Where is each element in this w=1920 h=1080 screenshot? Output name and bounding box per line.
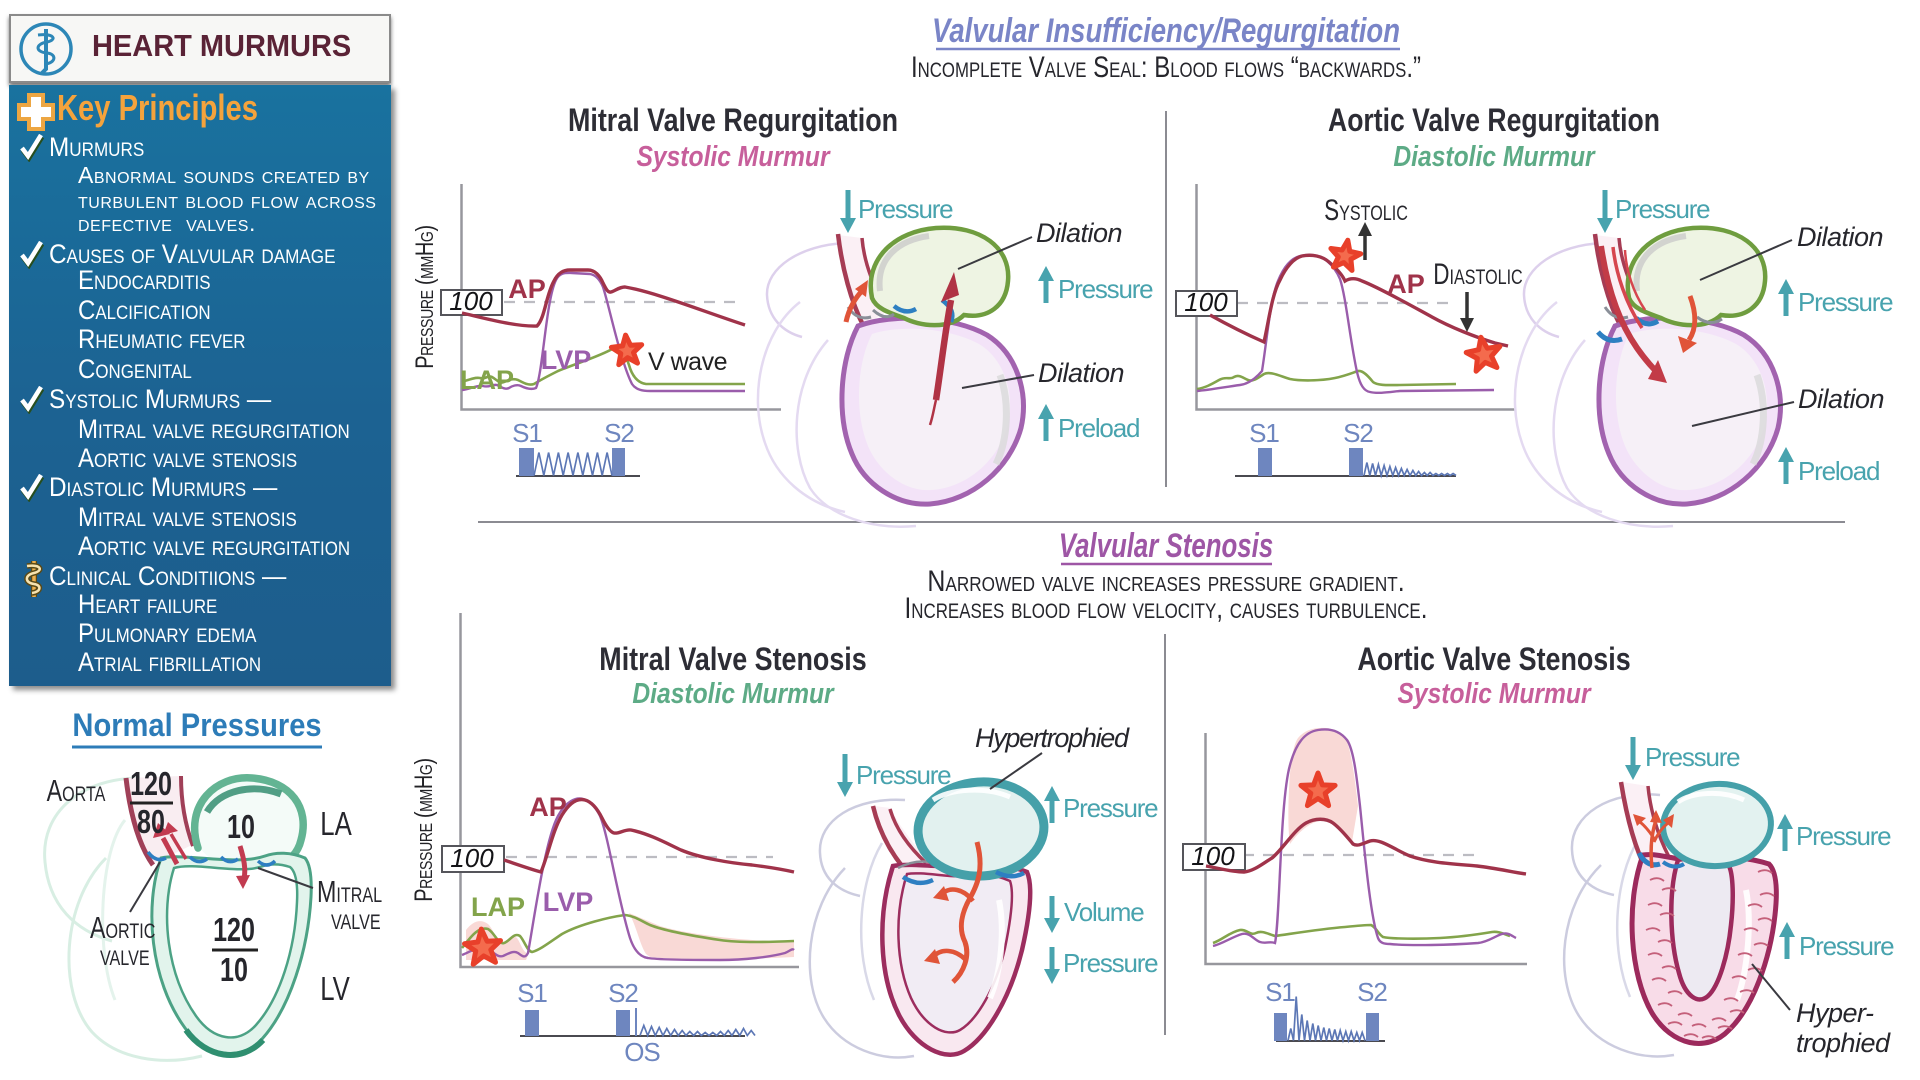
svg-text:80: 80 bbox=[137, 804, 165, 841]
svg-text:Normal Pressures: Normal Pressures bbox=[72, 708, 321, 744]
svg-text:120: 120 bbox=[130, 766, 172, 803]
svg-text:Hypertrophied: Hypertrophied bbox=[975, 723, 1130, 753]
svg-text:Increases blood flow velocity,: Increases blood flow velocity, causes tu… bbox=[905, 591, 1428, 625]
svg-text:valve: valve bbox=[331, 901, 381, 936]
svg-text:Aortic Valve Regurgitation: Aortic Valve Regurgitation bbox=[1328, 103, 1660, 139]
svg-text:LAP: LAP bbox=[460, 365, 514, 395]
svg-text:Pressure (mmHg): Pressure (mmHg) bbox=[411, 225, 439, 369]
svg-text:LV: LV bbox=[320, 971, 350, 1008]
svg-text:OS: OS bbox=[624, 1037, 660, 1067]
svg-text:100: 100 bbox=[450, 843, 494, 873]
svg-text:Pressure: Pressure bbox=[1645, 742, 1740, 772]
svg-text:Pressure: Pressure bbox=[1615, 194, 1710, 224]
svg-text:Dilation: Dilation bbox=[1798, 384, 1884, 414]
svg-text:AP: AP bbox=[529, 792, 567, 822]
svg-text:Volume: Volume bbox=[1064, 897, 1144, 927]
svg-text:Systolic Murmur: Systolic Murmur bbox=[636, 140, 830, 172]
svg-text:Mitral Valve Regurgitation: Mitral Valve Regurgitation bbox=[568, 103, 898, 139]
svg-text:100: 100 bbox=[1184, 287, 1228, 317]
svg-text:Aortic Valve Stenosis: Aortic Valve Stenosis bbox=[1357, 642, 1630, 678]
svg-text:Valvular Stenosis: Valvular Stenosis bbox=[1059, 528, 1273, 565]
svg-text:120: 120 bbox=[213, 912, 255, 949]
svg-text:S1: S1 bbox=[517, 978, 547, 1008]
svg-text:trophied: trophied bbox=[1796, 1028, 1891, 1058]
svg-text:Diastolic Murmur: Diastolic Murmur bbox=[1393, 140, 1596, 172]
svg-text:S1: S1 bbox=[512, 418, 542, 448]
svg-text:Hyper-: Hyper- bbox=[1796, 998, 1874, 1028]
svg-text:Mitral: Mitral bbox=[317, 874, 382, 909]
svg-text:Pressure: Pressure bbox=[1063, 793, 1158, 823]
svg-text:Systolic Murmur: Systolic Murmur bbox=[1397, 677, 1591, 709]
svg-text:LAP: LAP bbox=[471, 892, 525, 922]
svg-text:S2: S2 bbox=[608, 978, 638, 1008]
svg-text:Pressure: Pressure bbox=[1058, 274, 1153, 304]
svg-text:Preload: Preload bbox=[1058, 413, 1139, 443]
svg-text:Incomplete Valve Seal: Blood f: Incomplete Valve Seal: Blood flows “back… bbox=[911, 49, 1421, 83]
svg-text:Pressure: Pressure bbox=[1063, 948, 1158, 978]
svg-text:LVP: LVP bbox=[543, 887, 594, 917]
svg-text:Dilation: Dilation bbox=[1036, 218, 1122, 248]
svg-text:Dilation: Dilation bbox=[1797, 222, 1883, 252]
svg-text:Systolic: Systolic bbox=[1324, 193, 1408, 227]
svg-text:Pressure: Pressure bbox=[1796, 821, 1891, 851]
svg-text:Preload: Preload bbox=[1798, 456, 1879, 486]
svg-text:Pressure (mmHg): Pressure (mmHg) bbox=[410, 758, 438, 902]
svg-text:100: 100 bbox=[449, 286, 493, 316]
svg-text:10: 10 bbox=[227, 809, 255, 846]
svg-text:S1: S1 bbox=[1249, 418, 1279, 448]
svg-text:Aorta: Aorta bbox=[47, 773, 106, 808]
svg-text:S1: S1 bbox=[1265, 977, 1295, 1007]
svg-text:valve: valve bbox=[100, 937, 150, 972]
svg-text:Pressure: Pressure bbox=[858, 194, 953, 224]
svg-text:S2: S2 bbox=[1357, 977, 1387, 1007]
svg-text:Valvular Insufficiency/Regurgi: Valvular Insufficiency/Regurgitation bbox=[932, 11, 1400, 49]
svg-text:Diastolic Murmur: Diastolic Murmur bbox=[632, 677, 835, 709]
svg-text:Pressure: Pressure bbox=[1798, 287, 1893, 317]
svg-text:Pressure: Pressure bbox=[856, 760, 951, 790]
svg-text:V wave: V wave bbox=[648, 348, 727, 376]
svg-text:LVP: LVP bbox=[541, 345, 592, 375]
svg-text:Narrowed valve increases press: Narrowed valve increases pressure gradie… bbox=[927, 564, 1404, 598]
svg-text:Aortic: Aortic bbox=[90, 910, 155, 945]
svg-text:LA: LA bbox=[320, 806, 352, 843]
svg-text:Pressure: Pressure bbox=[1799, 931, 1894, 961]
svg-text:Mitral Valve Stenosis: Mitral Valve Stenosis bbox=[599, 642, 866, 678]
svg-text:AP: AP bbox=[508, 274, 546, 304]
svg-text:10: 10 bbox=[220, 952, 248, 989]
svg-text:Diastolic: Diastolic bbox=[1433, 257, 1522, 291]
svg-text:Dilation: Dilation bbox=[1038, 358, 1124, 388]
svg-text:AP: AP bbox=[1387, 269, 1425, 299]
svg-text:S2: S2 bbox=[604, 418, 634, 448]
svg-text:S2: S2 bbox=[1343, 418, 1373, 448]
